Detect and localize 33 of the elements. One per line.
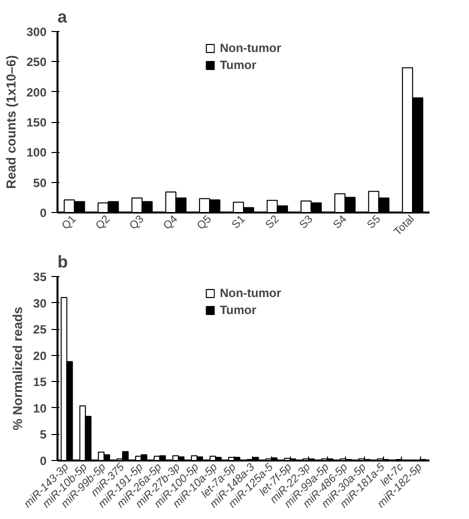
y-tick-label: 20 bbox=[33, 348, 47, 363]
x-tick-label: Q3 bbox=[127, 213, 146, 232]
y-tick-label: 200 bbox=[26, 85, 47, 100]
legend-label: Tumor bbox=[220, 303, 256, 317]
y-axis-title: % Normalized reads bbox=[10, 306, 26, 430]
y-axis-title: Read counts (1x10–6) bbox=[3, 55, 18, 189]
y-tick-label: 50 bbox=[33, 176, 47, 190]
x-tick-label: Q2 bbox=[94, 213, 112, 232]
x-tick-label: S3 bbox=[297, 213, 316, 232]
y-tick-label: 5 bbox=[40, 428, 47, 442]
y-tick-label: 10 bbox=[33, 401, 47, 416]
y-tick-label: 25 bbox=[33, 322, 47, 337]
y-tick-label: 0 bbox=[40, 206, 47, 220]
y-tick-label: 30 bbox=[33, 296, 47, 310]
legend-label: Non-tumor bbox=[220, 41, 282, 55]
y-tick-label: 0 bbox=[40, 454, 47, 468]
y-tick-label: 100 bbox=[26, 146, 47, 160]
x-tick-label: Q4 bbox=[161, 213, 180, 232]
x-tick-label: Q1 bbox=[60, 213, 79, 232]
y-tick-label: 15 bbox=[33, 375, 47, 390]
chart-title: b bbox=[58, 252, 68, 272]
legend-label: Non-tumor bbox=[220, 286, 282, 300]
x-tick-label: S4 bbox=[331, 213, 350, 232]
x-tick-label: S5 bbox=[365, 213, 384, 232]
x-tick-label: Q5 bbox=[195, 213, 214, 232]
y-tick-label: 35 bbox=[33, 270, 47, 284]
y-tick-label: 250 bbox=[26, 55, 47, 70]
x-tick-label: S1 bbox=[230, 213, 248, 232]
legend-label: Tumor bbox=[220, 58, 256, 72]
chart-title: a bbox=[58, 8, 68, 26]
y-tick-label: 300 bbox=[26, 25, 47, 39]
y-tick-label: 150 bbox=[26, 116, 47, 130]
x-tick-label: S2 bbox=[264, 213, 282, 232]
